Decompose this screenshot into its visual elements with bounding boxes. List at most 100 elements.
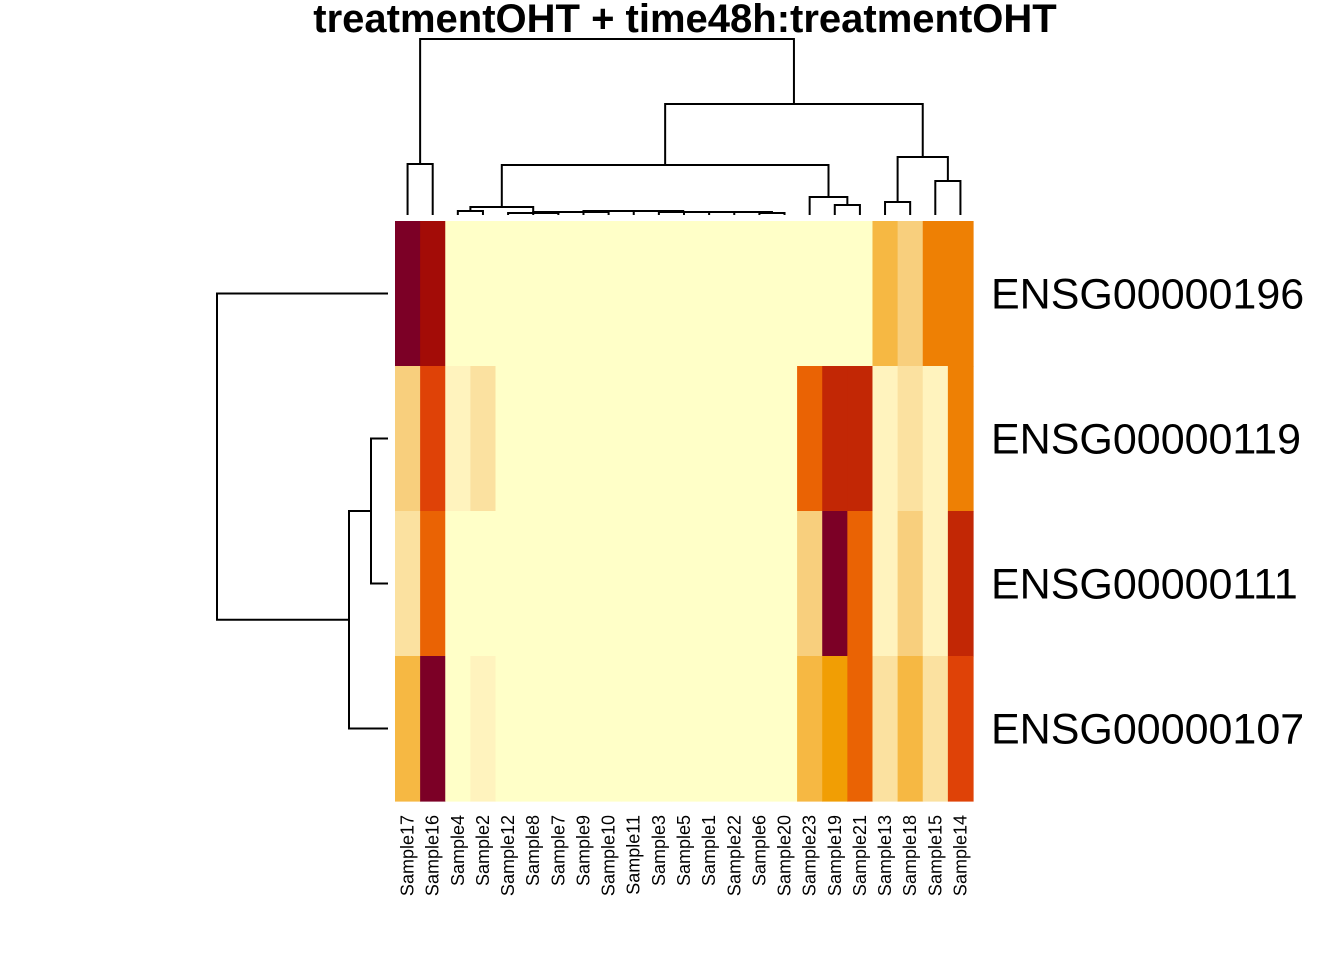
heatmap-cell xyxy=(872,366,898,512)
heatmap-cell xyxy=(521,511,547,657)
heatmap-cell xyxy=(948,656,974,802)
heatmap-cell xyxy=(420,511,446,657)
heatmap-cell xyxy=(822,511,848,657)
heatmap-cell xyxy=(747,656,773,802)
column-label: Sample17 xyxy=(398,815,418,896)
heatmap-cell xyxy=(722,366,748,512)
heatmap-cell xyxy=(948,366,974,512)
heatmap-cell xyxy=(948,511,974,657)
heatmap-cell xyxy=(521,221,547,367)
heatmap-cell xyxy=(470,366,496,512)
heatmap-cell xyxy=(621,366,647,512)
heatmap-cell xyxy=(671,366,697,512)
heatmap-cell xyxy=(822,221,848,367)
column-label: Sample22 xyxy=(724,815,744,896)
dendrogram-branch xyxy=(349,511,388,729)
column-label: Sample6 xyxy=(749,815,769,886)
heatmap-cell xyxy=(747,221,773,367)
heatmap-cell xyxy=(621,221,647,367)
heatmap-cell xyxy=(571,221,597,367)
heatmap-cell xyxy=(697,511,723,657)
heatmap-cell xyxy=(747,511,773,657)
heatmap-cell xyxy=(470,656,496,802)
column-label: Sample21 xyxy=(850,815,870,896)
heatmap-cell xyxy=(596,221,622,367)
heatmap-cell xyxy=(772,656,798,802)
dendrogram-branch xyxy=(420,39,794,164)
heatmap-cell xyxy=(722,656,748,802)
heatmap-cell xyxy=(445,511,471,657)
heatmap-cell xyxy=(722,221,748,367)
column-label: Sample2 xyxy=(473,815,493,886)
heatmap-cell xyxy=(697,656,723,802)
dendrogram-branch xyxy=(217,294,388,620)
heatmap-cell xyxy=(923,656,949,802)
row-label: ENSG00000111 xyxy=(991,561,1298,609)
dendrogram-branch xyxy=(898,157,948,202)
heatmap-cell xyxy=(496,366,522,512)
heatmap-cell xyxy=(646,511,672,657)
dendrogram-branch xyxy=(458,211,483,215)
heatmap-cell xyxy=(395,366,421,512)
heatmap-cell xyxy=(898,656,924,802)
dendrogram-branch xyxy=(371,439,388,584)
heatmap-cell xyxy=(395,656,421,802)
row-label: ENSG00000196 xyxy=(991,271,1304,319)
heatmap-cell xyxy=(898,221,924,367)
heatmap-cell xyxy=(671,511,697,657)
heatmap-cell xyxy=(923,511,949,657)
heatmap-cell xyxy=(470,221,496,367)
heatmap-cell xyxy=(847,656,873,802)
heatmap-cell xyxy=(470,511,496,657)
dendrogram-branch xyxy=(835,205,860,215)
dendrogram-branch xyxy=(759,213,784,215)
chart-title: treatmentOHT + time48h:treatmentOHT xyxy=(313,0,1056,41)
column-label: Sample9 xyxy=(573,815,593,886)
heatmap-cell xyxy=(847,511,873,657)
heatmap-cell xyxy=(546,221,572,367)
row-label: ENSG00000119 xyxy=(991,416,1301,464)
dendrogram-branch xyxy=(665,104,923,165)
heatmap-cell xyxy=(445,221,471,367)
heatmap-cell xyxy=(571,366,597,512)
heatmap-cell xyxy=(872,656,898,802)
heatmap-cell xyxy=(571,656,597,802)
heatmap-cell xyxy=(571,511,597,657)
heatmap-cell xyxy=(923,366,949,512)
row-labels: ENSG00000196 ENSG00000119 ENSG00000111 ENSG… xyxy=(991,271,1304,754)
heatmap-cell xyxy=(697,366,723,512)
heatmap-cell xyxy=(847,366,873,512)
heatmap-cell xyxy=(898,511,924,657)
heatmap-cell xyxy=(671,656,697,802)
heatmap-cell xyxy=(797,656,823,802)
column-labels: Sample17 Sample16 Sample4 Sample2 Sample12 Sa… xyxy=(398,815,971,896)
heatmap-cell xyxy=(697,221,723,367)
column-label: Sample20 xyxy=(775,815,795,896)
heatmap-cell xyxy=(822,366,848,512)
column-label: Sample12 xyxy=(498,815,518,896)
row-dendrogram xyxy=(217,294,388,729)
dendrogram-branch xyxy=(502,165,829,207)
heatmap-cell xyxy=(521,656,547,802)
heatmap-cell xyxy=(772,511,798,657)
column-label: Sample11 xyxy=(624,815,644,895)
heatmap-cells xyxy=(395,221,974,802)
heatmap-cell xyxy=(420,221,446,367)
dendrogram-branch xyxy=(935,181,960,215)
heatmap-cell xyxy=(646,221,672,367)
heatmap-cell xyxy=(420,366,446,512)
column-label: Sample23 xyxy=(800,815,820,896)
heatmap-cell xyxy=(395,221,421,367)
column-label: Sample15 xyxy=(925,815,945,896)
dendrogram-branch xyxy=(408,164,433,215)
heatmap-cell xyxy=(445,366,471,512)
heatmap-cell xyxy=(496,221,522,367)
heatmap-cell xyxy=(496,511,522,657)
column-label: Sample8 xyxy=(523,815,543,886)
heatmap-cell xyxy=(546,511,572,657)
heatmap-cell xyxy=(621,511,647,657)
row-label: ENSG00000107 xyxy=(991,706,1304,754)
heatmap-cell xyxy=(948,221,974,367)
column-label: Sample19 xyxy=(825,815,845,896)
